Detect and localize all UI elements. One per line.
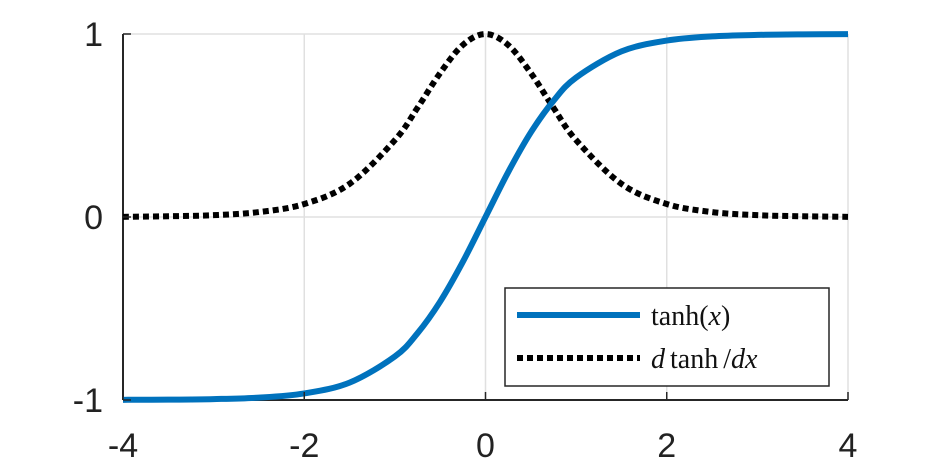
x-tick-label: 4 — [839, 427, 858, 465]
x-tick-label: -4 — [108, 427, 138, 465]
series-layer — [122, 30, 849, 403]
legend-label-tanh: tanh(x) — [651, 301, 730, 332]
x-tick-label: -2 — [289, 427, 319, 465]
y-tick-label: 1 — [84, 16, 103, 54]
x-tick-label: 2 — [657, 427, 676, 465]
legend: tanh(x) d tanh/dx — [504, 287, 830, 387]
legend-label-derivative: d tanh/dx — [651, 344, 758, 375]
legend-box — [504, 287, 830, 387]
y-tick-label: 0 — [84, 199, 103, 237]
tick-labels: -4 -2 0 2 4 -1 0 1 — [73, 16, 858, 465]
x-tick-label: 0 — [476, 427, 495, 465]
series-line-tanh — [122, 31, 849, 403]
y-tick-label: -1 — [73, 382, 103, 420]
